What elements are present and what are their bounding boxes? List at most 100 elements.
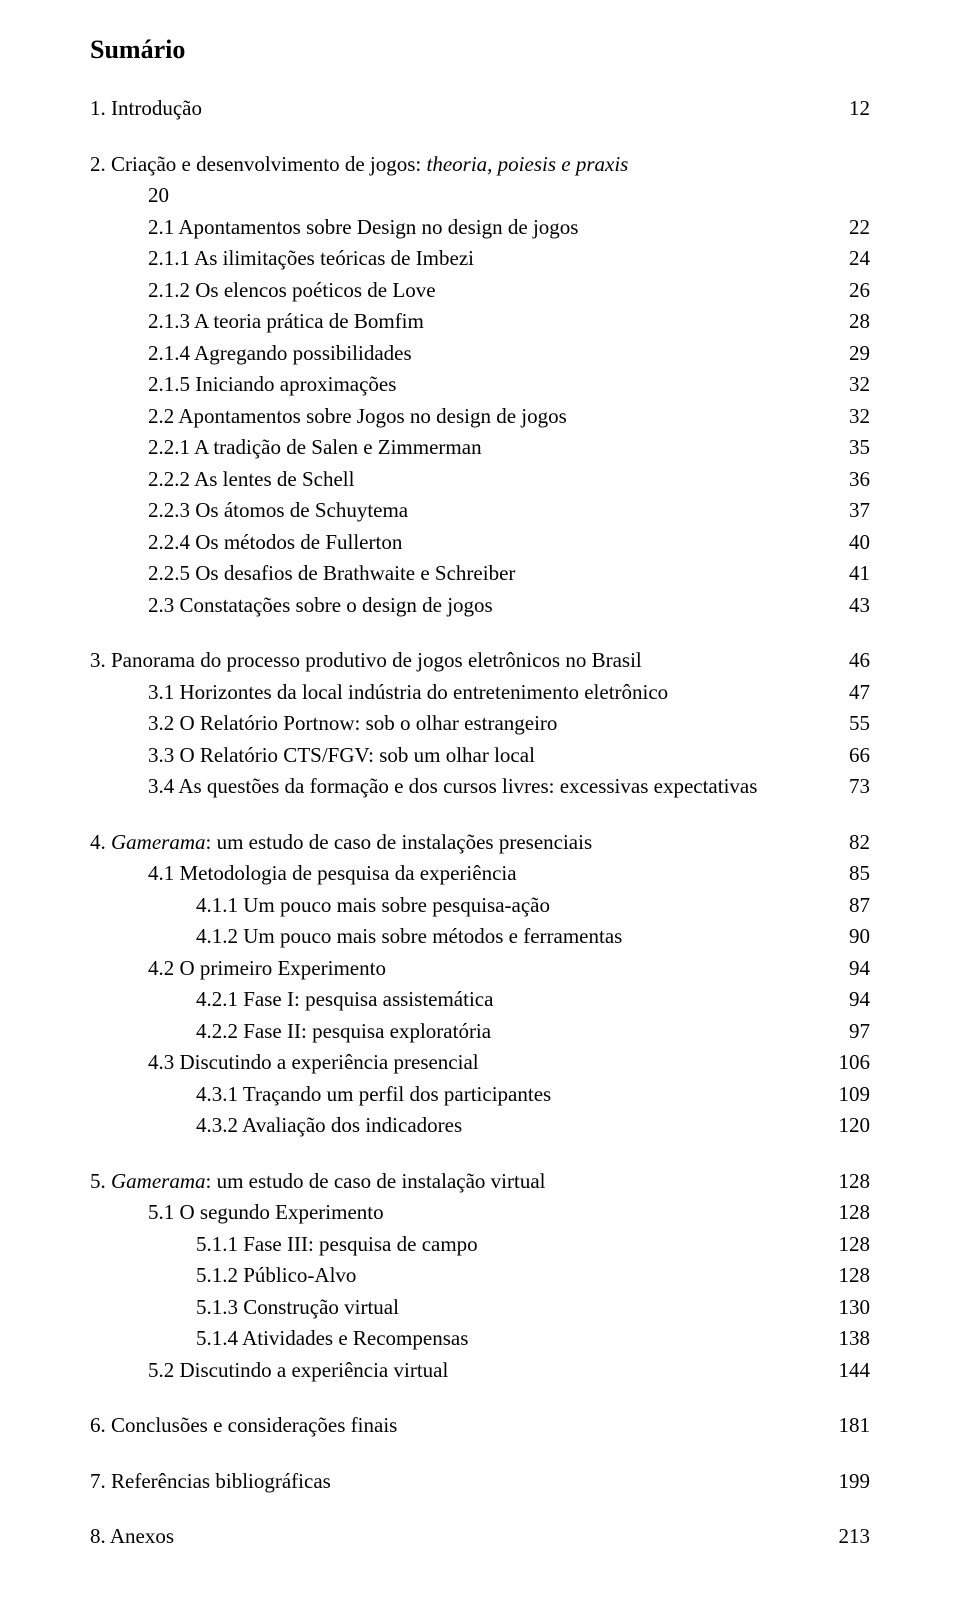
toc-label: 3.2 O Relatório Portnow: sob o olhar est… [90, 708, 820, 740]
toc-label: 5.1 O segundo Experimento [90, 1197, 820, 1229]
toc-entry: 2.2.2 As lentes de Schell36 [90, 464, 870, 496]
toc-heading-italic: theoria, poiesis e praxis [427, 152, 629, 176]
toc-entry: 5.1.1 Fase III: pesquisa de campo128 [90, 1229, 870, 1261]
toc-label: 2.2.2 As lentes de Schell [90, 464, 820, 496]
toc-label: 5.1.1 Fase III: pesquisa de campo [90, 1229, 820, 1261]
toc-label: 6. Conclusões e considerações finais [90, 1410, 820, 1442]
toc-label: 4.3 Discutindo a experiência presencial [90, 1047, 820, 1079]
toc-entry: 4.1.2 Um pouco mais sobre métodos e ferr… [90, 921, 870, 953]
toc-section-8: 8. Anexos 213 [90, 1521, 870, 1553]
toc-heading-prefix: 5. [90, 1169, 111, 1193]
toc-page: 94 [820, 953, 870, 985]
toc-label: 7. Referências bibliográficas [90, 1466, 820, 1498]
toc-label: 20 [90, 180, 820, 212]
toc-label: 2.1.1 As ilimitações teóricas de Imbezi [90, 243, 820, 275]
toc-page: 40 [820, 527, 870, 559]
toc-page: 46 [820, 645, 870, 677]
toc-page: 128 [820, 1229, 870, 1261]
toc-page: 36 [820, 464, 870, 496]
toc-page: 73 [820, 771, 870, 803]
toc-page: 55 [820, 708, 870, 740]
toc-page: 41 [820, 558, 870, 590]
toc-label: 5. Gamerama: um estudo de caso de instal… [90, 1166, 820, 1198]
toc-entry: 4.3.1 Traçando um perfil dos participant… [90, 1079, 870, 1111]
toc-entry: 2.2.3 Os átomos de Schuytema37 [90, 495, 870, 527]
toc-label: 1. Introdução [90, 93, 820, 125]
toc-entry: 2.1 Apontamentos sobre Design no design … [90, 212, 870, 244]
toc-page: 90 [820, 921, 870, 953]
toc-label: 4.2.1 Fase I: pesquisa assistemática [90, 984, 820, 1016]
toc-page: 213 [820, 1521, 870, 1553]
toc-page: 128 [820, 1166, 870, 1198]
toc-label: 2.3 Constatações sobre o design de jogos [90, 590, 820, 622]
toc-heading: 4. Gamerama: um estudo de caso de instal… [90, 827, 870, 859]
toc-entry: 2.1.4 Agregando possibilidades29 [90, 338, 870, 370]
toc-page: 29 [820, 338, 870, 370]
toc-label: 2.1 Apontamentos sobre Design no design … [90, 212, 820, 244]
toc-page: 12 [820, 93, 870, 125]
toc-page: 106 [820, 1047, 870, 1079]
toc-page: 43 [820, 590, 870, 622]
toc-entry: 3.4 As questões da formação e dos cursos… [90, 771, 870, 803]
toc-entry: 4.1.1 Um pouco mais sobre pesquisa-ação8… [90, 890, 870, 922]
toc-page: 28 [820, 306, 870, 338]
toc-label: 2.1.5 Iniciando aproximações [90, 369, 820, 401]
toc-page: 32 [820, 401, 870, 433]
toc-label: 4.2 O primeiro Experimento [90, 953, 820, 985]
toc-page: 37 [820, 495, 870, 527]
toc-entry: 2.1.1 As ilimitações teóricas de Imbezi2… [90, 243, 870, 275]
toc-section-1: 1. Introdução 12 [90, 93, 870, 125]
toc-heading-suffix: : um estudo de caso de instalações prese… [206, 830, 593, 854]
toc-entry: 4.2.1 Fase I: pesquisa assistemática94 [90, 984, 870, 1016]
toc-label: 5.1.3 Construção virtual [90, 1292, 820, 1324]
toc-page: 120 [820, 1110, 870, 1142]
toc-label: 3. Panorama do processo produtivo de jog… [90, 645, 820, 677]
toc-page: 85 [820, 858, 870, 890]
toc-label: 5.1.2 Público-Alvo [90, 1260, 820, 1292]
toc-page: 97 [820, 1016, 870, 1048]
toc-entry: 4.1 Metodologia de pesquisa da experiênc… [90, 858, 870, 890]
toc-label: 4.2.2 Fase II: pesquisa exploratória [90, 1016, 820, 1048]
toc-entry: 4.2.2 Fase II: pesquisa exploratória97 [90, 1016, 870, 1048]
toc-page: 87 [820, 890, 870, 922]
toc-entry: 8. Anexos 213 [90, 1521, 870, 1553]
toc-label: 5.1.4 Atividades e Recompensas [90, 1323, 820, 1355]
toc-entry: 2.1.5 Iniciando aproximações32 [90, 369, 870, 401]
toc-page: 109 [820, 1079, 870, 1111]
toc-label: 4. Gamerama: um estudo de caso de instal… [90, 827, 820, 859]
toc-entry: 5.1.2 Público-Alvo128 [90, 1260, 870, 1292]
toc-section-7: 7. Referências bibliográficas 199 [90, 1466, 870, 1498]
toc-label: 2.2.3 Os átomos de Schuytema [90, 495, 820, 527]
toc-label: 2.1.2 Os elencos poéticos de Love [90, 275, 820, 307]
toc-label: 3.4 As questões da formação e dos cursos… [90, 771, 820, 803]
toc-page: 130 [820, 1292, 870, 1324]
toc-page: 82 [820, 827, 870, 859]
toc-label: 4.1 Metodologia de pesquisa da experiênc… [90, 858, 820, 890]
toc-entry: 2.2.1 A tradição de Salen e Zimmerman35 [90, 432, 870, 464]
toc-label: 2.2.4 Os métodos de Fullerton [90, 527, 820, 559]
toc-entry: 2.2 Apontamentos sobre Jogos no design d… [90, 401, 870, 433]
toc-page: 181 [820, 1410, 870, 1442]
toc-heading: 5. Gamerama: um estudo de caso de instal… [90, 1166, 870, 1198]
toc-page: 199 [820, 1466, 870, 1498]
toc-label: 4.3.2 Avaliação dos indicadores [90, 1110, 820, 1142]
toc-entry: 6. Conclusões e considerações finais 181 [90, 1410, 870, 1442]
toc-entry: 5.1 O segundo Experimento128 [90, 1197, 870, 1229]
toc-section-5: 5. Gamerama: um estudo de caso de instal… [90, 1166, 870, 1387]
toc-entry: 2.1.3 A teoria prática de Bomfim28 [90, 306, 870, 338]
toc-label: 4.3.1 Traçando um perfil dos participant… [90, 1079, 820, 1111]
toc-label: 3.3 O Relatório CTS/FGV: sob um olhar lo… [90, 740, 820, 772]
toc-entry: 2.2.4 Os métodos de Fullerton40 [90, 527, 870, 559]
toc-heading: 3. Panorama do processo produtivo de jog… [90, 645, 870, 677]
toc-label: 2.2 Apontamentos sobre Jogos no design d… [90, 401, 820, 433]
toc-entry: 2.1.2 Os elencos poéticos de Love26 [90, 275, 870, 307]
toc-page: 26 [820, 275, 870, 307]
toc-section-4: 4. Gamerama: um estudo de caso de instal… [90, 827, 870, 1142]
toc-page: 128 [820, 1197, 870, 1229]
toc-page: 94 [820, 984, 870, 1016]
toc-label: 2.2.1 A tradição de Salen e Zimmerman [90, 432, 820, 464]
toc-page: 144 [820, 1355, 870, 1387]
toc-label: 3.1 Horizontes da local indústria do ent… [90, 677, 820, 709]
toc-section-3: 3. Panorama do processo produtivo de jog… [90, 645, 870, 803]
toc-label: 2.2.5 Os desafios de Brathwaite e Schrei… [90, 558, 820, 590]
